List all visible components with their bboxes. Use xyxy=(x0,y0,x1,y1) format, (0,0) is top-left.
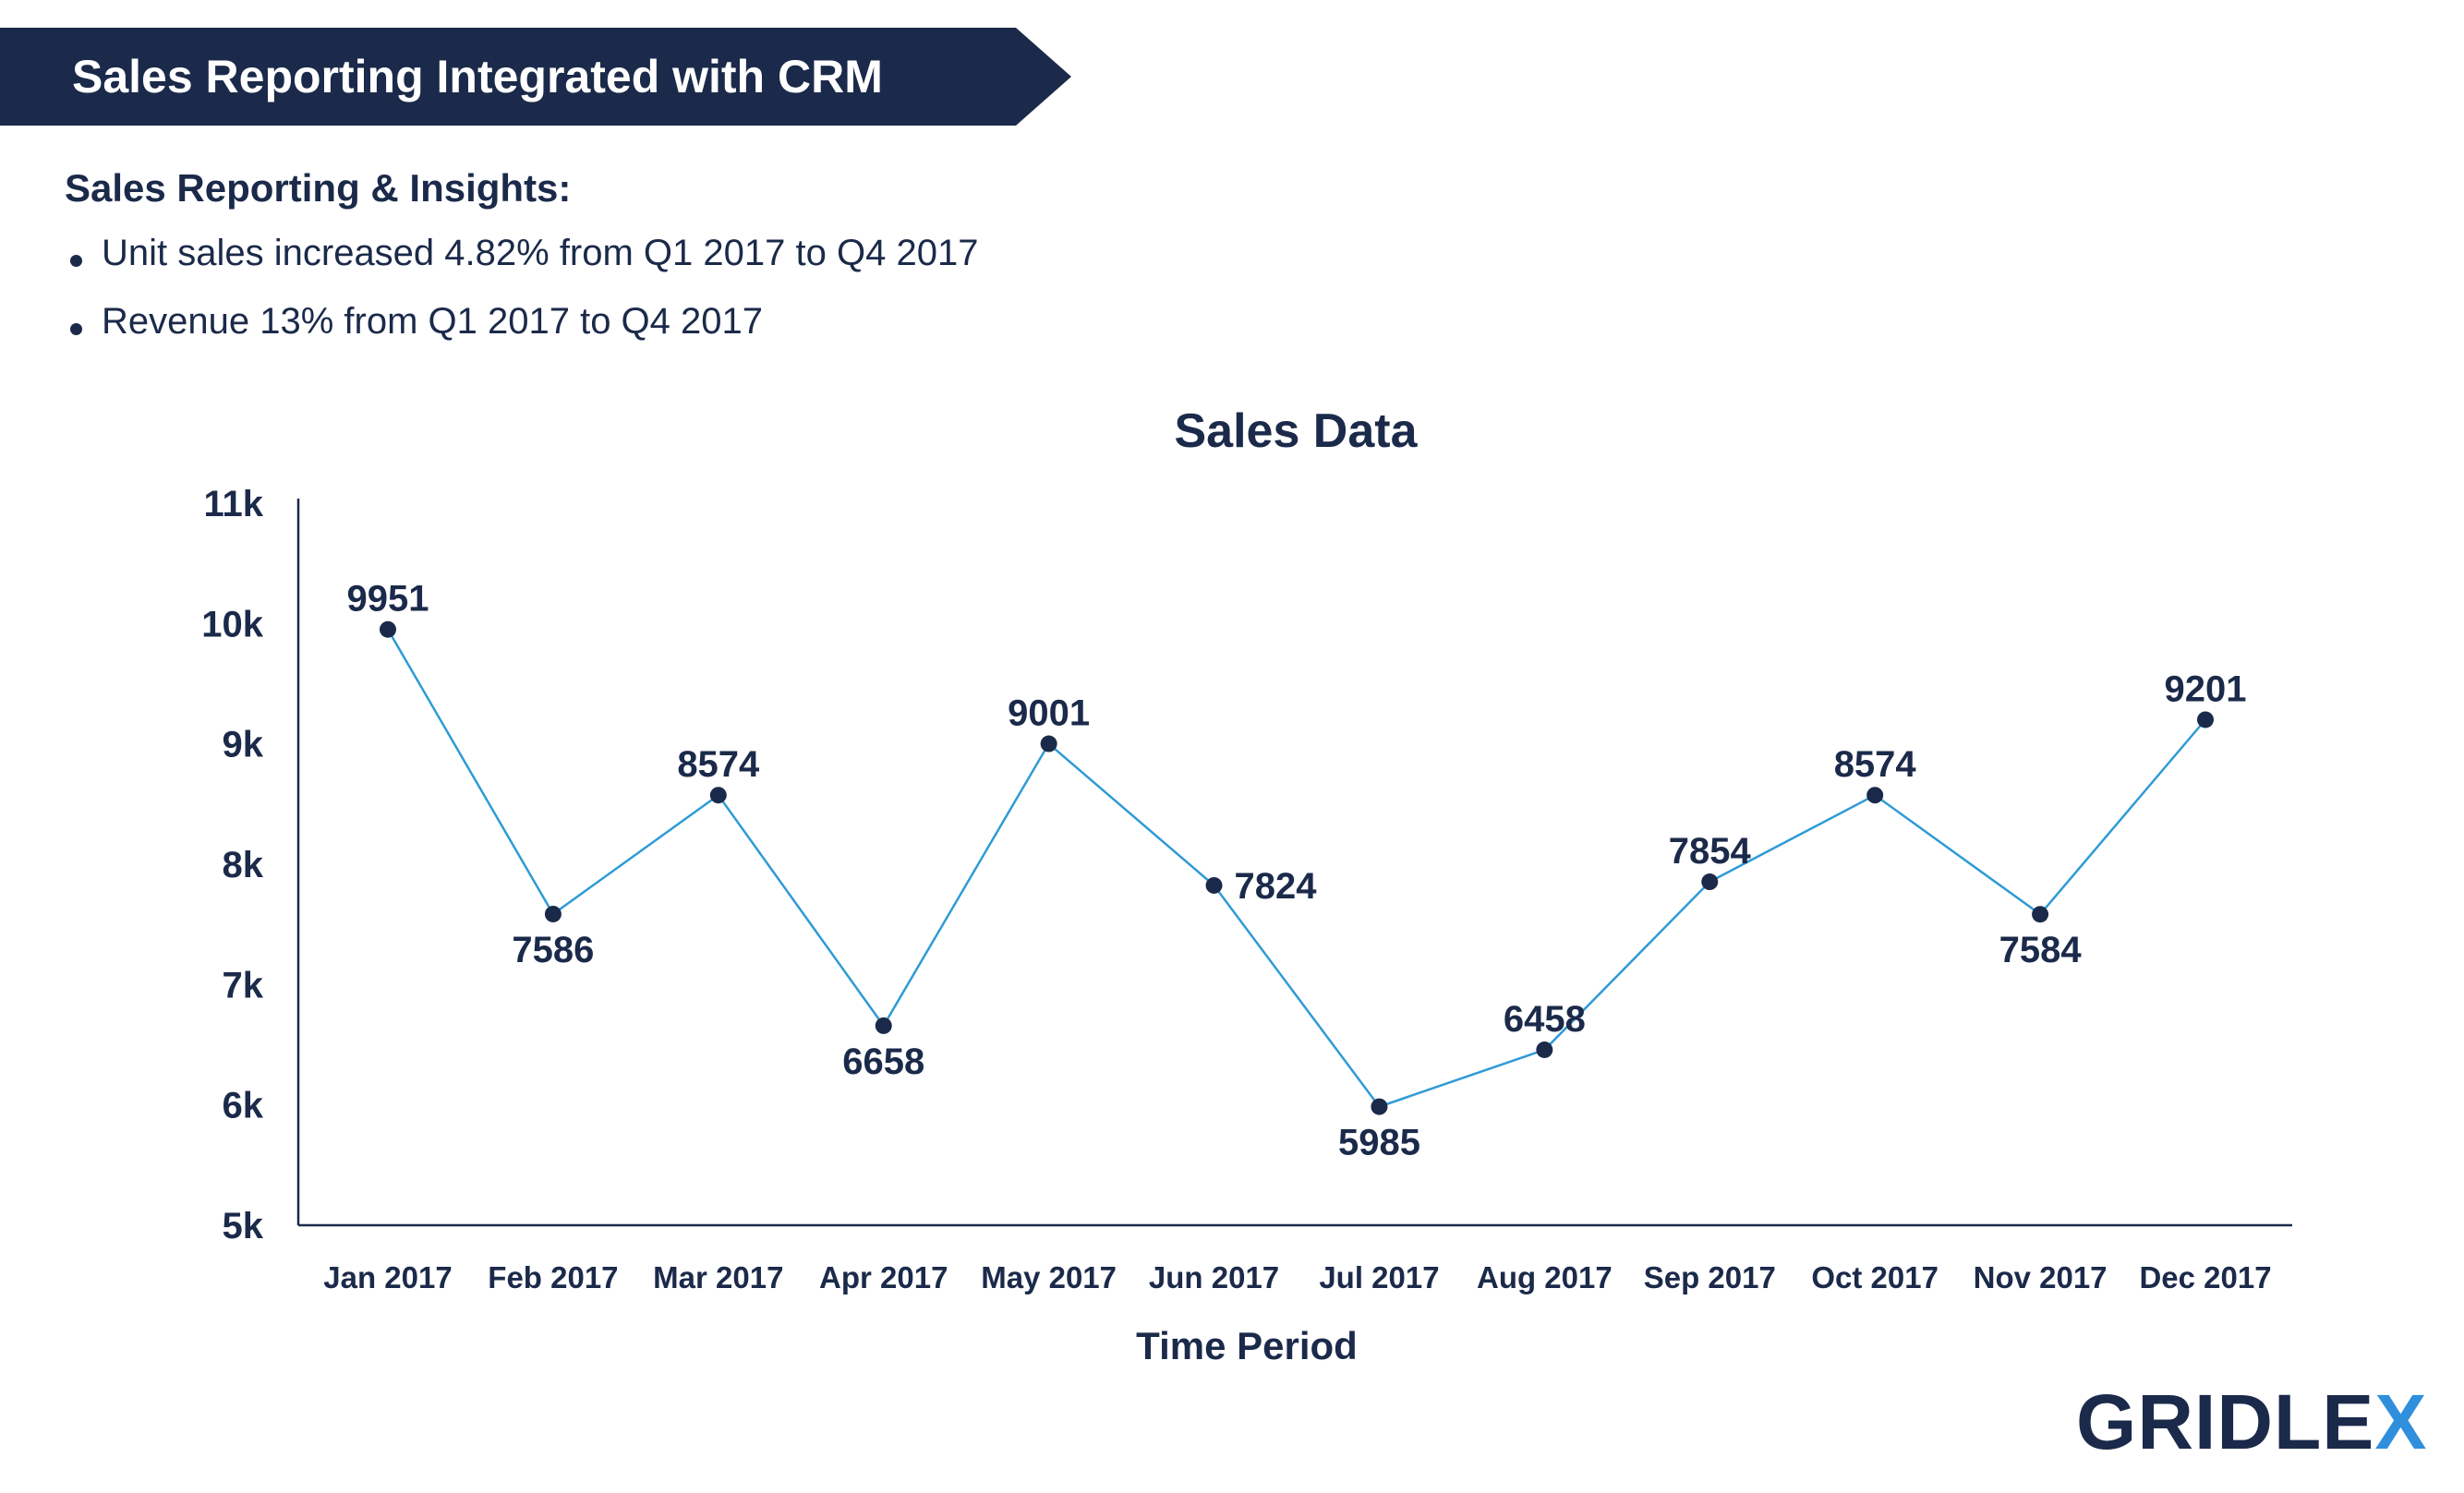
data-point xyxy=(1040,735,1057,753)
data-point xyxy=(1866,787,1884,804)
bullet-dot-icon xyxy=(70,323,82,335)
y-tick-label: 7k xyxy=(223,965,264,1005)
data-label: 7586 xyxy=(512,930,594,970)
data-point xyxy=(1205,876,1223,894)
data-label: 7584 xyxy=(1999,930,2083,970)
x-tick-label: Oct 2017 xyxy=(1811,1260,1939,1294)
data-label: 7824 xyxy=(1235,866,1318,907)
bullet-dot-icon xyxy=(70,255,82,267)
data-point xyxy=(2032,906,2049,923)
data-label: 8574 xyxy=(1834,744,1917,785)
insight-text: Unit sales increased 4.82% from Q1 2017 … xyxy=(102,233,979,273)
x-tick-label: Sep 2017 xyxy=(1644,1260,1776,1294)
x-axis-title: Time Period xyxy=(1136,1324,1358,1367)
insights-heading: Sales Reporting & Insights: xyxy=(65,166,572,210)
insights-section: Sales Reporting & Insights: Unit sales i… xyxy=(65,166,978,362)
x-tick-label: Aug 2017 xyxy=(1477,1260,1612,1294)
data-label: 6458 xyxy=(1504,999,1586,1040)
data-label: 6658 xyxy=(842,1041,924,1082)
gridlex-logo: GRIDLEX xyxy=(2076,1383,2427,1461)
title-banner: Sales Reporting Integrated with CRM xyxy=(0,28,1071,126)
data-point xyxy=(875,1017,892,1034)
logo-wordmark: GRIDLE xyxy=(2076,1379,2375,1465)
data-label: 7854 xyxy=(1669,831,1752,872)
data-point xyxy=(709,787,727,804)
data-label: 9201 xyxy=(2165,668,2247,709)
data-label: 9001 xyxy=(1008,693,1090,734)
y-tick-label: 8k xyxy=(223,845,264,885)
data-point xyxy=(380,620,396,638)
insight-item: Revenue 13% from Q1 2017 to Q4 2017 xyxy=(65,294,978,362)
y-tick-label: 10k xyxy=(201,604,263,644)
data-label: 8574 xyxy=(677,744,760,785)
x-tick-label: Mar 2017 xyxy=(653,1260,783,1294)
page-title: Sales Reporting Integrated with CRM xyxy=(72,51,883,102)
data-label: 5985 xyxy=(1338,1123,1420,1163)
data-point xyxy=(1371,1098,1388,1115)
y-tick-label: 9k xyxy=(223,725,264,765)
insights-list: Unit sales increased 4.82% from Q1 2017 … xyxy=(65,225,978,362)
x-tick-label: Jan 2017 xyxy=(323,1260,452,1294)
chart-title: Sales Data xyxy=(1174,404,1418,458)
data-point xyxy=(1536,1041,1553,1058)
y-tick-label: 5k xyxy=(223,1206,264,1246)
x-tick-label: Jul 2017 xyxy=(1319,1260,1439,1294)
insight-item: Unit sales increased 4.82% from Q1 2017 … xyxy=(65,225,978,294)
x-tick-label: Apr 2017 xyxy=(819,1260,948,1294)
x-tick-label: Jun 2017 xyxy=(1149,1260,1279,1294)
x-tick-label: May 2017 xyxy=(981,1260,1117,1294)
y-tick-label: 11k xyxy=(203,484,263,524)
data-point xyxy=(1701,873,1719,891)
x-tick-label: Feb 2017 xyxy=(488,1260,618,1294)
data-label: 9951 xyxy=(347,579,429,620)
x-tick-label: Dec 2017 xyxy=(2139,1260,2271,1294)
y-tick-label: 6k xyxy=(223,1086,264,1126)
insight-text: Revenue 13% from Q1 2017 to Q4 2017 xyxy=(102,301,764,342)
data-point xyxy=(544,905,562,922)
banner-shape xyxy=(0,28,1071,126)
data-point xyxy=(2197,711,2214,728)
x-tick-label: Nov 2017 xyxy=(1974,1260,2108,1294)
series-line xyxy=(386,629,2206,1109)
logo-x-mark: X xyxy=(2374,1379,2428,1465)
